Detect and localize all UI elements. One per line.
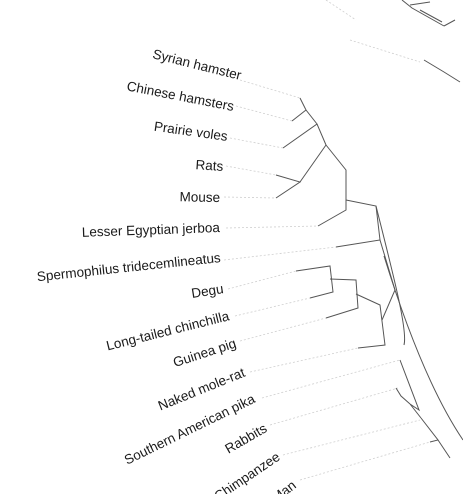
leader-line-chinchilla [234, 297, 311, 317]
leaf-label-syrian-hamster: Syrian hamster [151, 46, 243, 83]
branch-primates [420, 417, 451, 459]
branch-top-clade [401, 0, 461, 83]
leader-line-spermophilus [223, 246, 337, 261]
leader-line-pika [261, 359, 401, 399]
leaf-label-southern-american-pika: Southern American pika [122, 391, 258, 468]
leader-line-naked-mole-rat [249, 347, 359, 373]
leader-line-guinea-pig [239, 317, 327, 342]
leaf-label-chinese-hamsters: Chinese hamsters [126, 78, 236, 114]
leaf-label-rats: Rats [195, 157, 224, 174]
leader-line-top-1 [325, 0, 357, 21]
leader-line-chinese-hamsters [235, 105, 293, 122]
leaf-label-degu: Degu [190, 281, 224, 301]
leader-line-rats [225, 165, 277, 176]
leaf-label-chimpanzee: Chimpanzee [211, 449, 282, 494]
branch-hamsters [291, 97, 307, 122]
leader-line-man [299, 441, 431, 481]
branch-glires-arc [375, 205, 406, 346]
leaf-label-rabbits: Rabbits [222, 420, 269, 456]
leaf-label-guinea-pig: Guinea pig [171, 336, 238, 370]
leader-line-mouse [223, 196, 277, 199]
leaf-label-mouse: Mouse [179, 189, 220, 205]
branch-myomorpha [317, 144, 347, 227]
leaf-label-lesser-egyptian-jerboa: Lesser Egyptian jerboa [82, 220, 221, 240]
leader-line-chimpanzee [282, 419, 421, 456]
leader-line-top-2 [349, 39, 421, 63]
branch-caviomorpha [325, 278, 359, 319]
branch-degu-chinchilla [295, 265, 334, 299]
leader-line-prairie-voles [229, 137, 284, 149]
leaf-label-man: Man [269, 478, 299, 494]
branch-murids [275, 174, 302, 199]
branch-rodentia [335, 199, 396, 321]
branch-hystricognathi [355, 293, 386, 349]
leaf-label-spermophilus: Spermophilus tridecemlineatus [36, 250, 221, 284]
leader-lines [223, 0, 431, 481]
branch-cricetids [282, 109, 318, 149]
leader-line-degu [227, 270, 297, 290]
leader-line-syrian-hamster [239, 79, 301, 99]
leader-line-jerboa [225, 225, 319, 229]
branch-outer-arc [383, 255, 463, 441]
leaf-labels: Syrian hamster Chinese hamsters Prairie … [36, 46, 299, 494]
branch-lagomorpha [395, 359, 422, 419]
leader-line-rabbits [269, 387, 399, 426]
tree-branches [275, 0, 463, 459]
leaf-label-prairie-voles: Prairie voles [153, 119, 229, 144]
